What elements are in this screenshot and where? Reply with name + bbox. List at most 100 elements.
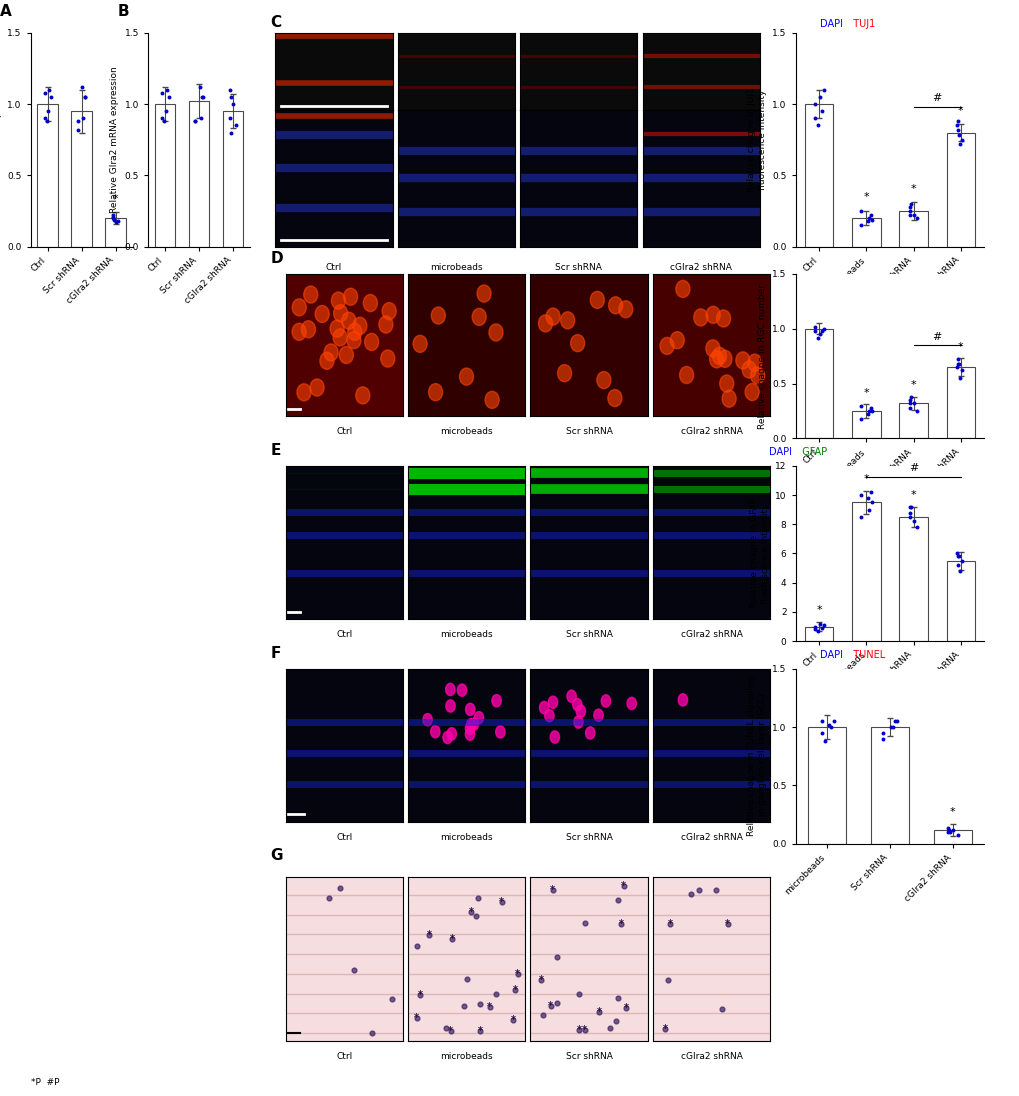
Text: GFAP: GFAP	[795, 447, 826, 457]
Circle shape	[353, 317, 367, 334]
Point	[950, 355, 966, 373]
Text: *: *	[957, 105, 963, 115]
Circle shape	[576, 705, 585, 717]
Text: microbeads: microbeads	[440, 427, 492, 436]
Point	[950, 113, 966, 130]
Point	[811, 326, 827, 343]
Text: *: *	[417, 990, 422, 1000]
Point	[950, 121, 966, 138]
Point	[321, 890, 337, 907]
Circle shape	[721, 390, 736, 408]
Circle shape	[431, 307, 445, 324]
Point	[884, 718, 901, 735]
Point	[606, 1013, 623, 1030]
Point	[472, 995, 488, 1013]
Point	[813, 724, 829, 742]
Bar	[71, 112, 92, 247]
Point	[37, 110, 53, 127]
Point	[612, 915, 629, 933]
Point	[806, 620, 822, 638]
Point	[154, 84, 170, 102]
Point	[160, 89, 176, 106]
Point	[950, 548, 966, 566]
Circle shape	[465, 728, 474, 740]
Circle shape	[745, 384, 758, 400]
Point	[825, 712, 842, 730]
Point	[806, 618, 822, 636]
Point	[712, 1001, 729, 1018]
Text: *: *	[815, 605, 821, 615]
Text: TUJ1: TUJ1	[846, 20, 874, 30]
Text: D: D	[270, 251, 282, 266]
Point	[938, 823, 955, 841]
Text: *: *	[576, 1026, 581, 1036]
Circle shape	[607, 389, 622, 407]
Circle shape	[659, 338, 674, 354]
Point	[186, 113, 203, 130]
Point	[945, 821, 961, 838]
Text: *: *	[582, 1025, 587, 1036]
Point	[193, 110, 209, 127]
Point	[901, 391, 917, 409]
Circle shape	[715, 310, 730, 327]
Point	[409, 937, 425, 955]
Point	[860, 402, 876, 420]
Text: #: #	[931, 332, 941, 342]
Circle shape	[472, 308, 486, 326]
Point	[852, 397, 868, 414]
Point	[806, 322, 822, 340]
Text: Ctrl: Ctrl	[336, 833, 352, 842]
Circle shape	[742, 361, 755, 378]
Point	[950, 557, 966, 574]
Text: *: *	[949, 807, 955, 817]
Circle shape	[339, 346, 353, 364]
Point	[472, 1023, 488, 1040]
Text: microbeads: microbeads	[430, 263, 482, 272]
Point	[481, 997, 497, 1015]
Point	[813, 619, 829, 637]
Circle shape	[364, 333, 378, 351]
Point	[852, 509, 868, 526]
Point	[40, 103, 56, 121]
Point	[953, 362, 969, 379]
Point	[463, 903, 479, 921]
Point	[222, 81, 238, 99]
Point	[37, 84, 53, 102]
Circle shape	[304, 286, 318, 304]
Point	[950, 127, 966, 145]
Point	[331, 879, 347, 897]
Point	[953, 552, 969, 570]
Text: *: *	[957, 342, 963, 352]
Circle shape	[557, 365, 571, 381]
Text: E: E	[270, 443, 280, 458]
Text: *: *	[661, 1024, 666, 1034]
Point	[106, 210, 122, 228]
Circle shape	[705, 340, 719, 357]
Text: #: #	[908, 464, 917, 473]
Point	[222, 110, 238, 127]
Point	[77, 89, 94, 106]
Circle shape	[445, 683, 454, 696]
Text: *: *	[498, 898, 503, 907]
Point	[571, 985, 587, 1003]
Bar	[870, 727, 908, 844]
Circle shape	[291, 323, 306, 341]
Point	[110, 213, 126, 230]
Point	[901, 198, 917, 216]
Point	[815, 616, 832, 633]
Point	[576, 1021, 592, 1039]
Point	[901, 206, 917, 224]
Point	[861, 399, 877, 416]
Point	[707, 881, 723, 899]
Circle shape	[324, 344, 337, 361]
Y-axis label: Relative Glra2 mRNA expression: Relative Glra2 mRNA expression	[110, 67, 119, 213]
Circle shape	[347, 323, 362, 341]
Point	[902, 498, 918, 515]
Point	[852, 202, 868, 219]
Point	[159, 81, 175, 99]
Circle shape	[341, 312, 356, 329]
Point	[949, 825, 965, 843]
Point	[861, 483, 877, 501]
Point	[948, 117, 964, 135]
Circle shape	[538, 315, 552, 332]
